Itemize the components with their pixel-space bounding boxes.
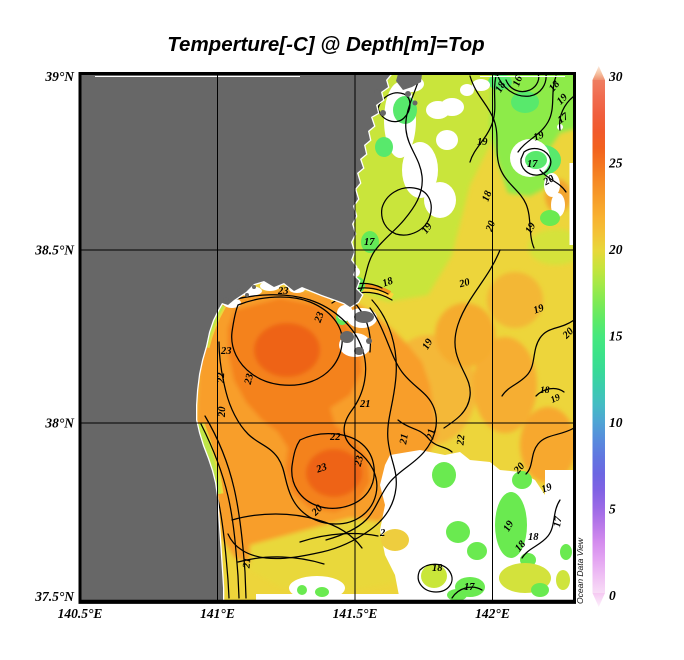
svg-text:39°N: 39°N bbox=[44, 69, 75, 84]
svg-text:19: 19 bbox=[540, 481, 554, 495]
svg-text:18: 18 bbox=[481, 189, 495, 203]
svg-text:19: 19 bbox=[477, 137, 488, 148]
svg-text:23: 23 bbox=[277, 286, 289, 297]
svg-text:141.5°E: 141.5°E bbox=[333, 606, 378, 621]
svg-text:18: 18 bbox=[528, 532, 539, 543]
svg-text:20: 20 bbox=[484, 219, 499, 234]
svg-text:Temperture[-C] @ Depth[m]=Top: Temperture[-C] @ Depth[m]=Top bbox=[167, 33, 484, 56]
svg-text:20: 20 bbox=[608, 242, 623, 257]
svg-text:18: 18 bbox=[432, 563, 443, 574]
svg-text:10: 10 bbox=[609, 415, 623, 430]
svg-text:21: 21 bbox=[425, 428, 438, 441]
svg-text:20: 20 bbox=[457, 277, 472, 291]
svg-text:20: 20 bbox=[217, 406, 228, 419]
svg-text:21: 21 bbox=[398, 433, 411, 446]
svg-text:5: 5 bbox=[609, 502, 616, 517]
svg-text:23: 23 bbox=[313, 311, 327, 326]
svg-text:25: 25 bbox=[608, 156, 623, 171]
svg-text:22: 22 bbox=[329, 432, 341, 443]
svg-text:16: 16 bbox=[511, 74, 525, 88]
svg-text:30: 30 bbox=[608, 69, 623, 84]
svg-text:38°N: 38°N bbox=[44, 416, 75, 431]
svg-text:23: 23 bbox=[220, 346, 232, 357]
svg-text:22: 22 bbox=[216, 372, 227, 385]
svg-text:23: 23 bbox=[243, 373, 257, 387]
svg-text:Ocean Data View: Ocean Data View bbox=[575, 537, 585, 604]
svg-text:15: 15 bbox=[609, 329, 623, 344]
svg-text:22: 22 bbox=[455, 433, 467, 446]
svg-text:17: 17 bbox=[464, 582, 475, 593]
svg-text:142°E: 142°E bbox=[475, 606, 510, 621]
svg-text:0: 0 bbox=[609, 588, 616, 603]
svg-text:2: 2 bbox=[379, 528, 386, 539]
svg-text:23: 23 bbox=[314, 462, 329, 476]
svg-text:37.5°N: 37.5°N bbox=[34, 589, 75, 604]
svg-text:18: 18 bbox=[540, 386, 550, 396]
svg-text:18: 18 bbox=[381, 275, 395, 289]
svg-text:38.5°N: 38.5°N bbox=[34, 243, 75, 258]
svg-text:141°E: 141°E bbox=[200, 606, 235, 621]
svg-text:17: 17 bbox=[552, 515, 565, 528]
svg-text:19: 19 bbox=[549, 393, 562, 406]
svg-text:17: 17 bbox=[364, 237, 375, 248]
svg-text:21: 21 bbox=[359, 399, 371, 410]
svg-text:21: 21 bbox=[241, 557, 253, 569]
svg-text:19: 19 bbox=[532, 302, 546, 316]
svg-text:19: 19 bbox=[532, 129, 546, 143]
svg-text:23: 23 bbox=[353, 455, 367, 469]
svg-text:17: 17 bbox=[527, 159, 538, 170]
svg-text:140.5°E: 140.5°E bbox=[58, 606, 103, 621]
